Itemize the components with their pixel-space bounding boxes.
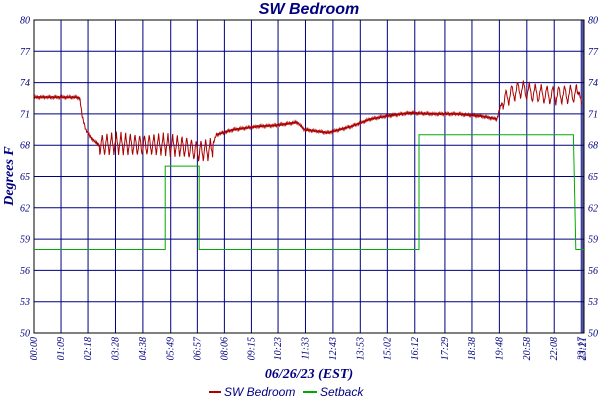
x-axis: 00:00 01:09 02:18 03:28 04:38 05:49 06:57 08:06… xyxy=(29,336,589,360)
y-tick-label-left: 56 xyxy=(20,266,30,277)
y-tick-label-right: 62 xyxy=(588,203,598,214)
y-tick-label-right: 65 xyxy=(588,172,598,183)
y-tick-label-right: 80 xyxy=(588,16,598,27)
x-tick-label: 17:29 xyxy=(440,337,451,360)
y-tick-label-right: 50 xyxy=(588,329,598,340)
x-tick-label: 23:21 xyxy=(578,337,589,360)
plot-frame xyxy=(33,19,585,334)
x-tick-label: 22:08 xyxy=(549,337,560,360)
y-tick-label-left: 77 xyxy=(20,47,31,58)
series-layer xyxy=(33,80,584,250)
y-tick-label-left: 68 xyxy=(20,141,30,152)
legend-label-setback: Setback xyxy=(320,385,364,399)
x-tick-label: 00:00 xyxy=(29,337,40,360)
x-tick-label: 06:57 xyxy=(192,336,203,360)
x-tick-label: 09:15 xyxy=(246,337,257,360)
x-axis-label: 06/26/23 (EST) xyxy=(265,367,353,382)
chart-title: SW Bedroom xyxy=(259,1,359,18)
y-tick-label-right: 68 xyxy=(588,141,598,152)
y-tick-label-left: 53 xyxy=(20,297,30,308)
y-tick-label-right: 74 xyxy=(588,78,598,89)
x-tick-label: 04:38 xyxy=(138,337,149,360)
y-axis-left: 80 77 74 71 68 65 62 59 56 53 50 xyxy=(20,16,31,340)
x-tick-label: 03:28 xyxy=(110,337,121,360)
x-tick-label: 20:58 xyxy=(522,337,533,360)
y-tick-label-right: 59 xyxy=(588,235,598,246)
x-tick-label: 13:53 xyxy=(355,337,366,360)
x-tick-label: 05:49 xyxy=(166,337,177,360)
y-axis-right: 80 77 74 71 68 65 62 59 56 53 50 xyxy=(588,16,599,340)
x-tick-label: 02:18 xyxy=(83,337,94,360)
y-tick-label-right: 71 xyxy=(588,109,598,120)
series-line-sw-bedroom xyxy=(33,80,583,162)
y-tick-label-right: 56 xyxy=(588,266,598,277)
series-line-setback xyxy=(34,134,584,250)
x-tick-label: 23:17 xyxy=(576,336,587,360)
y-axis-label: Degrees F xyxy=(2,146,17,207)
x-tick-label: 18:38 xyxy=(467,337,478,360)
x-tick-label: 08:06 xyxy=(219,337,230,360)
y-tick-label-right: 77 xyxy=(588,47,599,58)
x-tick-label: 01:09 xyxy=(56,337,67,360)
y-tick-label-left: 62 xyxy=(20,203,30,214)
y-tick-label-right: 53 xyxy=(588,297,598,308)
y-tick-label-left: 71 xyxy=(20,109,30,120)
legend-label-sw-bedroom: SW Bedroom xyxy=(224,385,295,399)
y-tick-label-left: 50 xyxy=(20,329,30,340)
y-tick-label-left: 59 xyxy=(20,235,30,246)
x-tick-label: 11:33 xyxy=(300,337,311,360)
y-tick-label-left: 65 xyxy=(20,172,30,183)
x-tick-label: 15:02 xyxy=(382,337,393,360)
x-tick-label: 10:23 xyxy=(273,337,284,360)
x-tick-label: 16:12 xyxy=(410,337,421,360)
y-tick-label-left: 74 xyxy=(20,78,30,89)
x-tick-label: 19:48 xyxy=(494,337,505,360)
x-tick-label: 12:43 xyxy=(328,337,339,360)
horizontal-gridlines xyxy=(34,19,584,334)
legend: SW Bedroom Setback xyxy=(209,385,364,399)
y-tick-label-left: 80 xyxy=(20,16,30,27)
